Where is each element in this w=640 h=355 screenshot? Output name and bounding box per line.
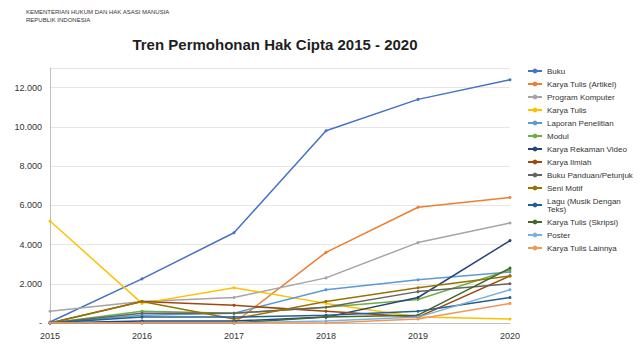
svg-text:12.000: 12.000: [14, 83, 42, 93]
svg-text:10.000: 10.000: [14, 122, 42, 132]
svg-text:8.000: 8.000: [19, 161, 42, 171]
svg-text:REPUBLIK INDONESIA: REPUBLIK INDONESIA: [26, 17, 90, 23]
svg-text:2.000: 2.000: [19, 279, 42, 289]
svg-text:Teks): Teks): [547, 205, 566, 214]
svg-text:Karya Tulis (Artikel): Karya Tulis (Artikel): [547, 80, 617, 89]
svg-text:Karya Ilmiah: Karya Ilmiah: [547, 158, 591, 167]
svg-text:2016: 2016: [132, 331, 152, 341]
svg-text:Lagu (Musik Dengan: Lagu (Musik Dengan: [547, 196, 623, 206]
svg-text:4.000: 4.000: [19, 240, 42, 250]
svg-text:-: -: [39, 318, 42, 328]
svg-text:2017: 2017: [224, 331, 244, 341]
svg-text:2015: 2015: [40, 331, 60, 341]
svg-text:2019: 2019: [408, 331, 428, 341]
svg-text:Buku Panduan/Petunjuk: Buku Panduan/Petunjuk: [547, 171, 634, 180]
svg-text:Buku: Buku: [547, 67, 565, 76]
svg-text:Karya Tulis: Karya Tulis: [547, 106, 587, 115]
svg-text:KEMENTERIAN HUKUM DAN HAK ASAS: KEMENTERIAN HUKUM DAN HAK ASASI MANUSIA: [26, 9, 169, 15]
svg-text:Program Komputer: Program Komputer: [547, 93, 615, 102]
svg-text:Karya Rekaman Video: Karya Rekaman Video: [547, 145, 627, 154]
svg-text:2018: 2018: [316, 331, 336, 341]
svg-text:Seni Motif: Seni Motif: [547, 184, 583, 193]
svg-text:Tren Permohonan Hak Cipta 2015: Tren Permohonan Hak Cipta 2015 - 2020: [132, 36, 417, 53]
svg-text:Karya Tulis Lainnya: Karya Tulis Lainnya: [547, 244, 617, 253]
svg-text:Karya Tulis (Skripsi): Karya Tulis (Skripsi): [547, 218, 618, 227]
svg-text:Laporan Penelitian: Laporan Penelitian: [547, 119, 614, 128]
svg-text:Poster: Poster: [547, 231, 570, 240]
svg-text:Modul: Modul: [547, 132, 569, 141]
svg-text:2020: 2020: [500, 331, 520, 341]
svg-text:6.000: 6.000: [19, 200, 42, 210]
